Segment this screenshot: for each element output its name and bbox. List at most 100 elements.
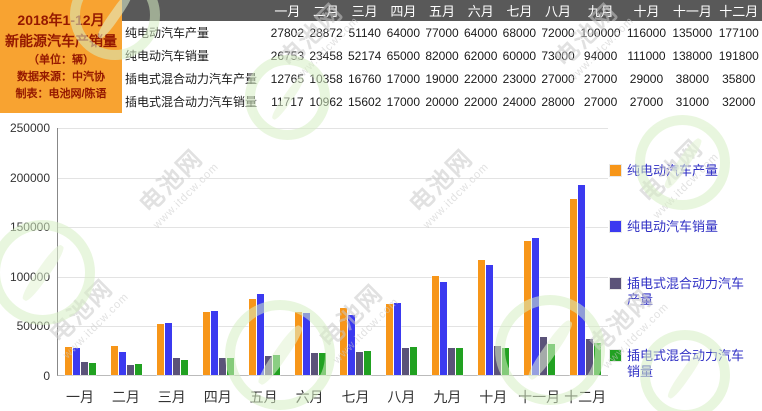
table-cell: 68000 bbox=[500, 21, 539, 44]
table-cell: 10962 bbox=[306, 90, 346, 113]
y-tick-label: 100000 bbox=[9, 269, 50, 284]
header-cell-month: 一月 bbox=[268, 0, 307, 21]
x-tick-label: 十月 bbox=[479, 389, 508, 405]
x-tick-label: 五月 bbox=[249, 389, 278, 405]
bar bbox=[456, 348, 464, 375]
table-cell: 29000 bbox=[623, 67, 670, 90]
x-tick-label: 八月 bbox=[387, 389, 416, 405]
gridline bbox=[58, 177, 608, 179]
bar bbox=[394, 303, 402, 375]
table-cell: 73000 bbox=[538, 44, 578, 67]
table-cell: 16760 bbox=[345, 67, 385, 90]
table-cell: 32000 bbox=[715, 90, 762, 113]
table-cell: 38000 bbox=[669, 67, 716, 90]
table-cell: 77000 bbox=[422, 21, 462, 44]
header-row: 一月 二月 三月 四月 五月 六月 七月 八月 九月 十月 十一月 十二月 bbox=[122, 0, 762, 21]
table-row: 纯电动汽车产量 27802 28872 51140 64000 77000 64000 680… bbox=[122, 21, 762, 44]
row-label: 纯电动汽车产量 bbox=[122, 21, 268, 44]
table-cell: 72000 bbox=[538, 21, 578, 44]
y-tick-label: 0 bbox=[43, 369, 50, 383]
legend-item: 插电式混合动力汽车销量 bbox=[610, 348, 758, 381]
bar bbox=[218, 358, 226, 375]
bar bbox=[226, 358, 234, 375]
bar-group bbox=[379, 128, 425, 375]
bar bbox=[202, 312, 210, 375]
legend-label: 纯电动汽车产量 bbox=[627, 163, 719, 178]
table-cell: 191800 bbox=[715, 44, 762, 67]
y-tick-label: 200000 bbox=[9, 170, 50, 185]
table-cell: 116000 bbox=[623, 21, 670, 44]
bar bbox=[65, 347, 73, 375]
table-cell: 23000 bbox=[500, 67, 539, 90]
bar bbox=[547, 344, 555, 375]
bar bbox=[348, 315, 356, 375]
legend-label: 插电式混合动力汽车销量 bbox=[627, 348, 745, 380]
bar bbox=[248, 299, 256, 375]
bar bbox=[523, 241, 531, 375]
table-cell: 26753 bbox=[268, 44, 307, 67]
header-cell-month: 十月 bbox=[623, 0, 670, 21]
table-cell: 177100 bbox=[715, 21, 762, 44]
unit-label: （单位：辆） bbox=[28, 53, 94, 66]
header-cell-month: 九月 bbox=[577, 0, 624, 21]
x-tick-label: 十二月 bbox=[564, 389, 607, 405]
bar bbox=[432, 276, 440, 375]
table-cell: 138000 bbox=[669, 44, 716, 67]
bar bbox=[364, 351, 372, 375]
table-cell: 135000 bbox=[669, 21, 716, 44]
table-cell: 19000 bbox=[422, 67, 462, 90]
header-cell-month: 六月 bbox=[461, 0, 501, 21]
bar-group bbox=[287, 128, 333, 375]
table-cell: 23458 bbox=[306, 44, 346, 67]
row-label: 插电式混合动力汽车产量 bbox=[122, 67, 268, 90]
table-cell: 22000 bbox=[461, 67, 501, 90]
table-cell: 64000 bbox=[461, 21, 501, 44]
bar-group bbox=[516, 128, 562, 375]
bar bbox=[181, 360, 189, 375]
table-cell: 62000 bbox=[461, 44, 501, 67]
bar bbox=[111, 346, 119, 375]
row-label: 插电式混合动力汽车销量 bbox=[122, 90, 268, 113]
table-cell: 100000 bbox=[577, 21, 624, 44]
y-tick-label: 250000 bbox=[9, 121, 50, 135]
bar-group bbox=[195, 128, 241, 375]
legend-label: 插电式混合动力汽车产量 bbox=[627, 275, 745, 307]
bar bbox=[531, 238, 539, 375]
bar-group bbox=[562, 128, 608, 375]
bar bbox=[135, 364, 143, 375]
table-cell: 17000 bbox=[384, 67, 423, 90]
row-label: 纯电动汽车销量 bbox=[122, 44, 268, 67]
legend-item: 插电式混合动力汽车产量 bbox=[610, 276, 758, 309]
x-tick-label: 九月 bbox=[433, 389, 462, 405]
bar bbox=[318, 353, 326, 375]
table-cell: 51140 bbox=[345, 21, 385, 44]
bar-group bbox=[58, 128, 104, 375]
bar-group bbox=[241, 128, 287, 375]
legend-swatch bbox=[610, 165, 621, 176]
legend-swatch bbox=[610, 221, 621, 233]
bar bbox=[340, 308, 348, 375]
y-tick-label: 150000 bbox=[9, 220, 50, 235]
table-cell: 24000 bbox=[500, 90, 539, 113]
bar bbox=[302, 313, 310, 375]
table-cell: 15602 bbox=[345, 90, 385, 113]
bar-group bbox=[104, 128, 150, 375]
table-cell: 27000 bbox=[623, 90, 670, 113]
table-cell: 27000 bbox=[577, 90, 624, 113]
bar bbox=[485, 265, 493, 375]
bar bbox=[210, 311, 218, 375]
header-cell-month: 八月 bbox=[538, 0, 578, 21]
bar bbox=[577, 185, 585, 375]
bar-group bbox=[333, 128, 379, 375]
info-box: 2018年1-12月 新能源汽车产销量 （单位：辆） 数据来源：中汽协 制表：电… bbox=[0, 0, 122, 113]
bar bbox=[81, 362, 89, 375]
bar bbox=[493, 346, 501, 375]
table-cell: 20000 bbox=[422, 90, 462, 113]
bar bbox=[448, 348, 456, 375]
bar bbox=[593, 343, 601, 375]
x-tick-label: 二月 bbox=[111, 389, 140, 405]
table-cell: 65000 bbox=[384, 44, 423, 67]
header-cell-month: 三月 bbox=[345, 0, 385, 21]
bar-group bbox=[150, 128, 196, 375]
